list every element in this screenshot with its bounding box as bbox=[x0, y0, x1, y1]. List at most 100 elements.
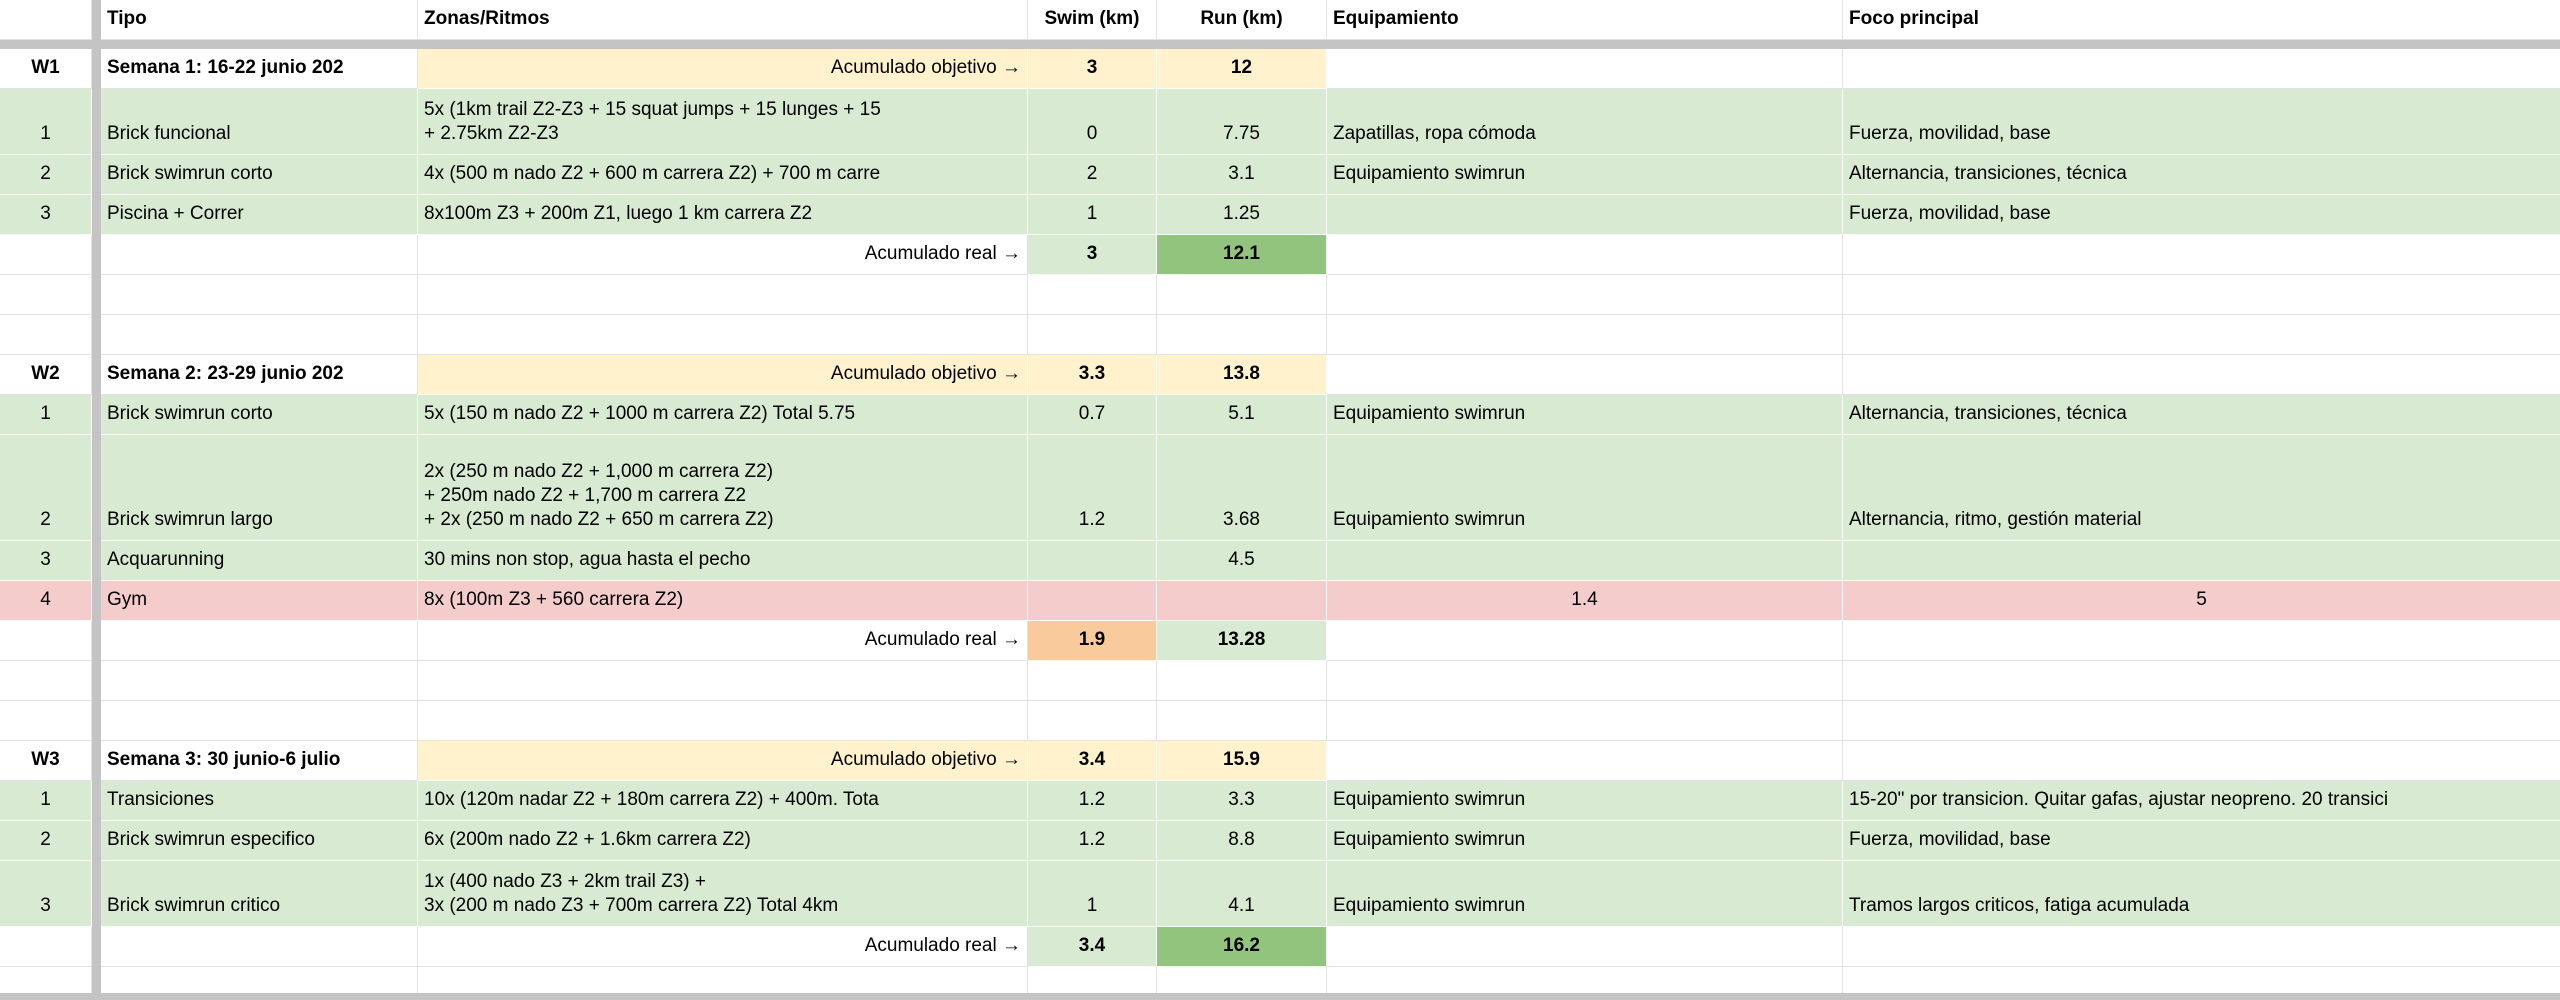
row-index-cell[interactable]: 2 bbox=[0, 435, 92, 541]
swim-cell[interactable]: 0 bbox=[1028, 89, 1157, 155]
foco-cell[interactable]: Alternancia, transiciones, técnica bbox=[1843, 395, 2560, 435]
swim-cell[interactable]: 0.7 bbox=[1028, 395, 1157, 435]
empty-cell[interactable] bbox=[101, 235, 418, 275]
real-run-cell[interactable]: 12.1 bbox=[1157, 235, 1327, 275]
run-cell[interactable]: 5.1 bbox=[1157, 395, 1327, 435]
empty-cell[interactable] bbox=[101, 275, 418, 315]
tipo-cell[interactable]: Brick swimrun corto bbox=[101, 155, 418, 195]
equipamiento-cell[interactable]: Equipamiento swimrun bbox=[1327, 861, 1843, 927]
empty-cell[interactable] bbox=[0, 235, 92, 275]
tipo-cell[interactable]: Brick funcional bbox=[101, 89, 418, 155]
tipo-cell[interactable]: Acquarunning bbox=[101, 541, 418, 581]
row-index-cell[interactable]: 4 bbox=[0, 581, 92, 621]
foco-cell[interactable]: Tramos largos criticos, fatiga acumulada bbox=[1843, 861, 2560, 927]
real-swim-cell[interactable]: 1.9 bbox=[1028, 621, 1157, 661]
week-id-cell[interactable]: W3 bbox=[0, 741, 92, 781]
equipamiento-cell[interactable] bbox=[1327, 541, 1843, 581]
zonas-cell[interactable]: 10x (120m nadar Z2 + 180m carrera Z2) + … bbox=[418, 781, 1028, 821]
tipo-cell[interactable]: Brick swimrun corto bbox=[101, 395, 418, 435]
foco-cell[interactable]: Alternancia, ritmo, gestión material bbox=[1843, 435, 2560, 541]
empty-cell[interactable] bbox=[418, 315, 1028, 355]
corner-cell[interactable] bbox=[0, 0, 92, 40]
empty-cell[interactable] bbox=[1843, 275, 2560, 315]
equipamiento-cell[interactable]: Equipamiento swimrun bbox=[1327, 821, 1843, 861]
week-title-cell[interactable]: Semana 3: 30 junio-6 julio bbox=[101, 741, 418, 781]
empty-cell[interactable] bbox=[1327, 661, 1843, 701]
empty-cell[interactable] bbox=[0, 927, 92, 967]
equipamiento-cell[interactable]: Zapatillas, ropa cómoda bbox=[1327, 89, 1843, 155]
row-index-cell[interactable]: 3 bbox=[0, 195, 92, 235]
equipamiento-cell[interactable]: Equipamiento swimrun bbox=[1327, 435, 1843, 541]
week-title-cell[interactable]: Semana 1: 16-22 junio 202 bbox=[101, 49, 418, 89]
empty-cell[interactable] bbox=[1028, 661, 1157, 701]
run-cell[interactable]: 7.75 bbox=[1157, 89, 1327, 155]
empty-cell[interactable] bbox=[1327, 741, 1843, 781]
empty-cell[interactable] bbox=[1843, 355, 2560, 395]
empty-cell[interactable] bbox=[101, 621, 418, 661]
foco-cell[interactable]: Fuerza, movilidad, base bbox=[1843, 89, 2560, 155]
empty-cell[interactable] bbox=[1157, 315, 1327, 355]
swim-cell[interactable]: 1.2 bbox=[1028, 821, 1157, 861]
run-cell[interactable] bbox=[1157, 581, 1327, 621]
objetivo-swim-cell[interactable]: 3.4 bbox=[1028, 741, 1157, 781]
equipamiento-cell[interactable] bbox=[1327, 195, 1843, 235]
frozen-row-separator[interactable] bbox=[0, 40, 2560, 49]
empty-cell[interactable] bbox=[1327, 355, 1843, 395]
empty-cell[interactable] bbox=[1327, 621, 1843, 661]
empty-cell[interactable] bbox=[1843, 621, 2560, 661]
foco-cell[interactable]: Fuerza, movilidad, base bbox=[1843, 195, 2560, 235]
empty-cell[interactable] bbox=[101, 315, 418, 355]
row-index-cell[interactable]: 3 bbox=[0, 861, 92, 927]
run-cell[interactable]: 4.5 bbox=[1157, 541, 1327, 581]
tipo-cell[interactable]: Brick swimrun especifico bbox=[101, 821, 418, 861]
equipamiento-cell[interactable]: Equipamiento swimrun bbox=[1327, 155, 1843, 195]
row-index-cell[interactable]: 3 bbox=[0, 541, 92, 581]
col-header-swim[interactable]: Swim (km) bbox=[1028, 0, 1157, 40]
equipamiento-cell[interactable]: Equipamiento swimrun bbox=[1327, 395, 1843, 435]
empty-cell[interactable] bbox=[0, 275, 92, 315]
zonas-cell[interactable]: 30 mins non stop, agua hasta el pecho bbox=[418, 541, 1028, 581]
swim-cell[interactable]: 1 bbox=[1028, 861, 1157, 927]
run-cell[interactable]: 4.1 bbox=[1157, 861, 1327, 927]
objetivo-label-cell[interactable]: Acumulado objetivo → bbox=[418, 355, 1028, 395]
empty-cell[interactable] bbox=[101, 927, 418, 967]
tipo-cell[interactable]: Transiciones bbox=[101, 781, 418, 821]
equipamiento-cell[interactable]: Equipamiento swimrun bbox=[1327, 781, 1843, 821]
col-header-foco[interactable]: Foco principal bbox=[1843, 0, 2560, 40]
real-swim-cell[interactable]: 3.4 bbox=[1028, 927, 1157, 967]
empty-cell[interactable] bbox=[1843, 235, 2560, 275]
zonas-cell[interactable]: 4x (500 m nado Z2 + 600 m carrera Z2) + … bbox=[418, 155, 1028, 195]
row-index-cell[interactable]: 1 bbox=[0, 781, 92, 821]
empty-cell[interactable] bbox=[1028, 275, 1157, 315]
objetivo-swim-cell[interactable]: 3.3 bbox=[1028, 355, 1157, 395]
empty-cell[interactable] bbox=[0, 315, 92, 355]
tipo-cell[interactable]: Gym bbox=[101, 581, 418, 621]
empty-cell[interactable] bbox=[1843, 661, 2560, 701]
empty-cell[interactable] bbox=[0, 661, 92, 701]
run-cell[interactable]: 3.3 bbox=[1157, 781, 1327, 821]
empty-cell[interactable] bbox=[1157, 661, 1327, 701]
empty-cell[interactable] bbox=[1028, 701, 1157, 741]
foco-cell[interactable] bbox=[1843, 541, 2560, 581]
swim-cell[interactable]: 2 bbox=[1028, 155, 1157, 195]
zonas-cell[interactable]: 2x (250 m nado Z2 + 1,000 m carrera Z2) … bbox=[418, 435, 1028, 541]
real-run-cell[interactable]: 13.28 bbox=[1157, 621, 1327, 661]
equipamiento-cell[interactable]: 1.4 bbox=[1327, 581, 1843, 621]
empty-cell[interactable] bbox=[1843, 315, 2560, 355]
empty-cell[interactable] bbox=[1028, 315, 1157, 355]
objetivo-run-cell[interactable]: 12 bbox=[1157, 49, 1327, 89]
foco-cell[interactable]: 5 bbox=[1843, 581, 2560, 621]
empty-cell[interactable] bbox=[418, 275, 1028, 315]
empty-cell[interactable] bbox=[1843, 49, 2560, 89]
real-run-cell[interactable]: 16.2 bbox=[1157, 927, 1327, 967]
objetivo-run-cell[interactable]: 15.9 bbox=[1157, 741, 1327, 781]
foco-cell[interactable]: 15-20" por transicion. Quitar gafas, aju… bbox=[1843, 781, 2560, 821]
real-swim-cell[interactable]: 3 bbox=[1028, 235, 1157, 275]
empty-cell[interactable] bbox=[1327, 927, 1843, 967]
swim-cell[interactable]: 1.2 bbox=[1028, 781, 1157, 821]
objetivo-label-cell[interactable]: Acumulado objetivo → bbox=[418, 49, 1028, 89]
week-id-cell[interactable]: W1 bbox=[0, 49, 92, 89]
foco-cell[interactable]: Fuerza, movilidad, base bbox=[1843, 821, 2560, 861]
real-label-cell[interactable]: Acumulado real → bbox=[418, 235, 1028, 275]
empty-cell[interactable] bbox=[1327, 49, 1843, 89]
